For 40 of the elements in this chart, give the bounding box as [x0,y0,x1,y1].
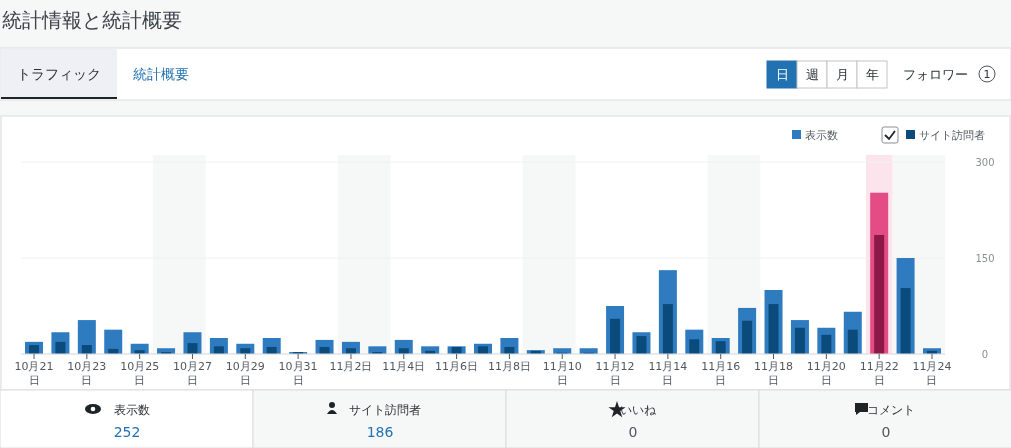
text: 0 [628,424,638,440]
x-tick-label: 11月20日 [806,360,846,387]
x-tick-label: 10月25日 [120,360,160,387]
text: 0 [881,424,891,440]
x-tick-label: 10月27日 [172,360,212,387]
chart-title: 統計情報と統計概要 [2,8,182,32]
x-tick-label: 11月18日 [754,360,794,387]
text: トラフィック [17,66,101,82]
text: 252 [113,424,141,440]
text: 186 [366,424,394,440]
text: フォロワー [903,67,968,82]
text: 月 [835,67,849,82]
text: 年 [865,67,879,82]
text: 1 [983,68,991,81]
x-tick-label: 11月8日 [487,360,531,373]
x-tick-label: 11月16日 [701,360,741,387]
x-tick-label: 11月10日 [542,360,582,387]
legend-label: 表示数 [805,129,838,142]
x-tick-label: 10月21日 [14,360,54,387]
y-tick-label: 300 [975,157,995,168]
y-tick-label: 0 [981,349,989,360]
text: 統計概要 [133,66,189,82]
text: 表示数 [114,403,150,417]
text: 週 [805,67,819,82]
text: サイト訪問者 [349,403,421,417]
y-tick-label: 150 [975,253,995,264]
text: 日 [775,67,789,82]
x-tick-label: 11月14日 [648,360,688,387]
x-tick-label: 11月24日 [912,360,952,387]
x-tick-label: 11月2日 [329,360,373,373]
text: コメント [867,403,915,417]
text: いいね [620,403,657,417]
x-tick-label: 11月12日 [595,360,635,387]
x-tick-label: 11月4日 [382,360,426,373]
x-tick-label: 10月29日 [225,360,265,387]
x-tick-label: 10月23日 [67,360,107,387]
x-tick-label: 10月31日 [278,360,318,387]
legend-label: サイト訪問者 [919,129,985,142]
x-tick-label: 11月6日 [435,360,479,373]
x-tick-label: 11月22日 [859,360,899,387]
